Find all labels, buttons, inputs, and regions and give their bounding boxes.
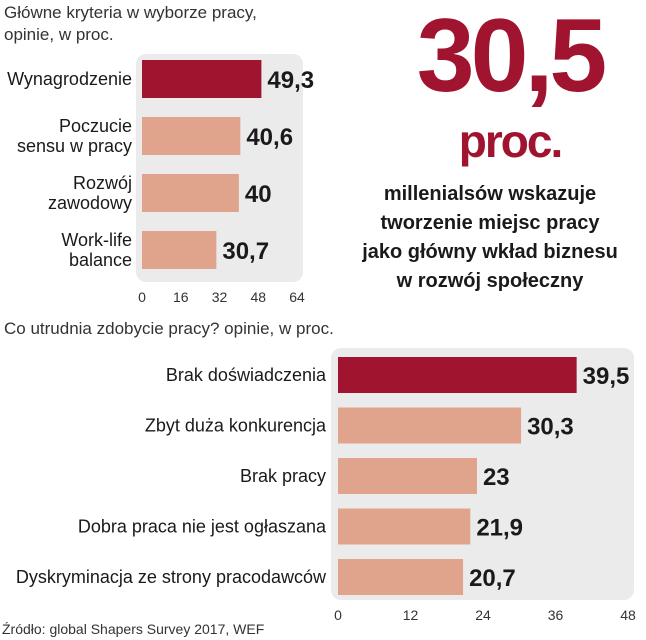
chart2-tick-label: 12 — [403, 607, 419, 623]
chart2-tick-label: 0 — [334, 607, 342, 623]
chart1-category-label: sensu w pracy — [17, 136, 132, 156]
chart2-value-label: 23 — [483, 464, 510, 491]
chart2-title: Co utrudnia zdobycie pracy? opinie, w pr… — [4, 319, 334, 338]
chart1-category-label: Rozwój — [73, 173, 132, 193]
chart1-title: Główne kryteria w wyborze pracy, opinie,… — [4, 2, 304, 46]
stat-description: millenialsów wskazuje tworzenie miejsc p… — [340, 180, 640, 296]
chart1-category-label: balance — [69, 250, 132, 270]
stat-text-line-3: jako główny wkład biznesu — [362, 241, 618, 263]
chart2-bar — [338, 508, 471, 545]
chart2-bar — [338, 357, 577, 393]
chart2-category-label: Dyskryminacja ze strony pracodawców — [16, 567, 327, 587]
chart1-value-label: 30,7 — [222, 238, 269, 265]
chart2-bar — [338, 559, 464, 595]
stat-unit: proc. — [458, 115, 563, 167]
chart1-bar — [142, 117, 241, 155]
chart2-tick-label: 24 — [475, 607, 491, 623]
source-note: Źródło: global Shapers Survey 2017, WEF — [2, 621, 265, 637]
chart1-panel — [136, 54, 303, 282]
chart1-bar — [142, 60, 262, 98]
stat-number: 30,5 — [416, 0, 607, 114]
chart1-tick-label: 0 — [138, 289, 146, 305]
stat-text-line-1: millenialsów wskazuje — [383, 183, 597, 205]
chart2-category-label: Brak pracy — [240, 466, 326, 486]
chart2-category-label: Dobra praca nie jest ogłaszana — [78, 517, 327, 537]
chart1-category-label: Wynagrodzenie — [7, 69, 132, 89]
chart1-tick-label: 32 — [212, 289, 228, 305]
chart2-value-label: 21,9 — [476, 515, 523, 542]
chart1-value-label: 40 — [245, 181, 272, 208]
chart1-bar — [142, 231, 217, 269]
chart1-value-label: 49,3 — [267, 67, 314, 94]
chart2-category-label: Zbyt duża konkurencja — [145, 416, 327, 436]
chart2-bar — [338, 458, 477, 494]
chart2-value-label: 30,3 — [527, 414, 574, 441]
stat-text-line-2: tworzenie miejsc pracy — [380, 212, 600, 234]
stat-text-line-4: w rozwój społeczny — [396, 270, 584, 292]
chart1-title-line-1: Główne kryteria w wyborze pracy, — [4, 3, 257, 22]
chart1-category-label: Poczucie — [59, 116, 132, 136]
chart1-tick-label: 16 — [173, 289, 189, 305]
chart1-value-label: 40,6 — [246, 124, 293, 151]
chart2-category-label: Brak doświadczenia — [166, 365, 327, 385]
chart1-bar — [142, 174, 239, 212]
chart2-value-label: 20,7 — [469, 565, 516, 592]
chart2-tick-label: 48 — [620, 607, 636, 623]
chart1-category-label: Work-life — [61, 230, 132, 250]
chart1-tick-label: 64 — [289, 289, 305, 305]
chart1-title-line-2: opinie, w proc. — [4, 25, 114, 44]
chart1-tick-label: 48 — [250, 289, 266, 305]
chart2-tick-label: 36 — [548, 607, 564, 623]
chart2-value-label: 39,5 — [583, 363, 630, 390]
chart1-category-label: zawodowy — [48, 193, 132, 213]
chart2-bar — [338, 407, 522, 444]
